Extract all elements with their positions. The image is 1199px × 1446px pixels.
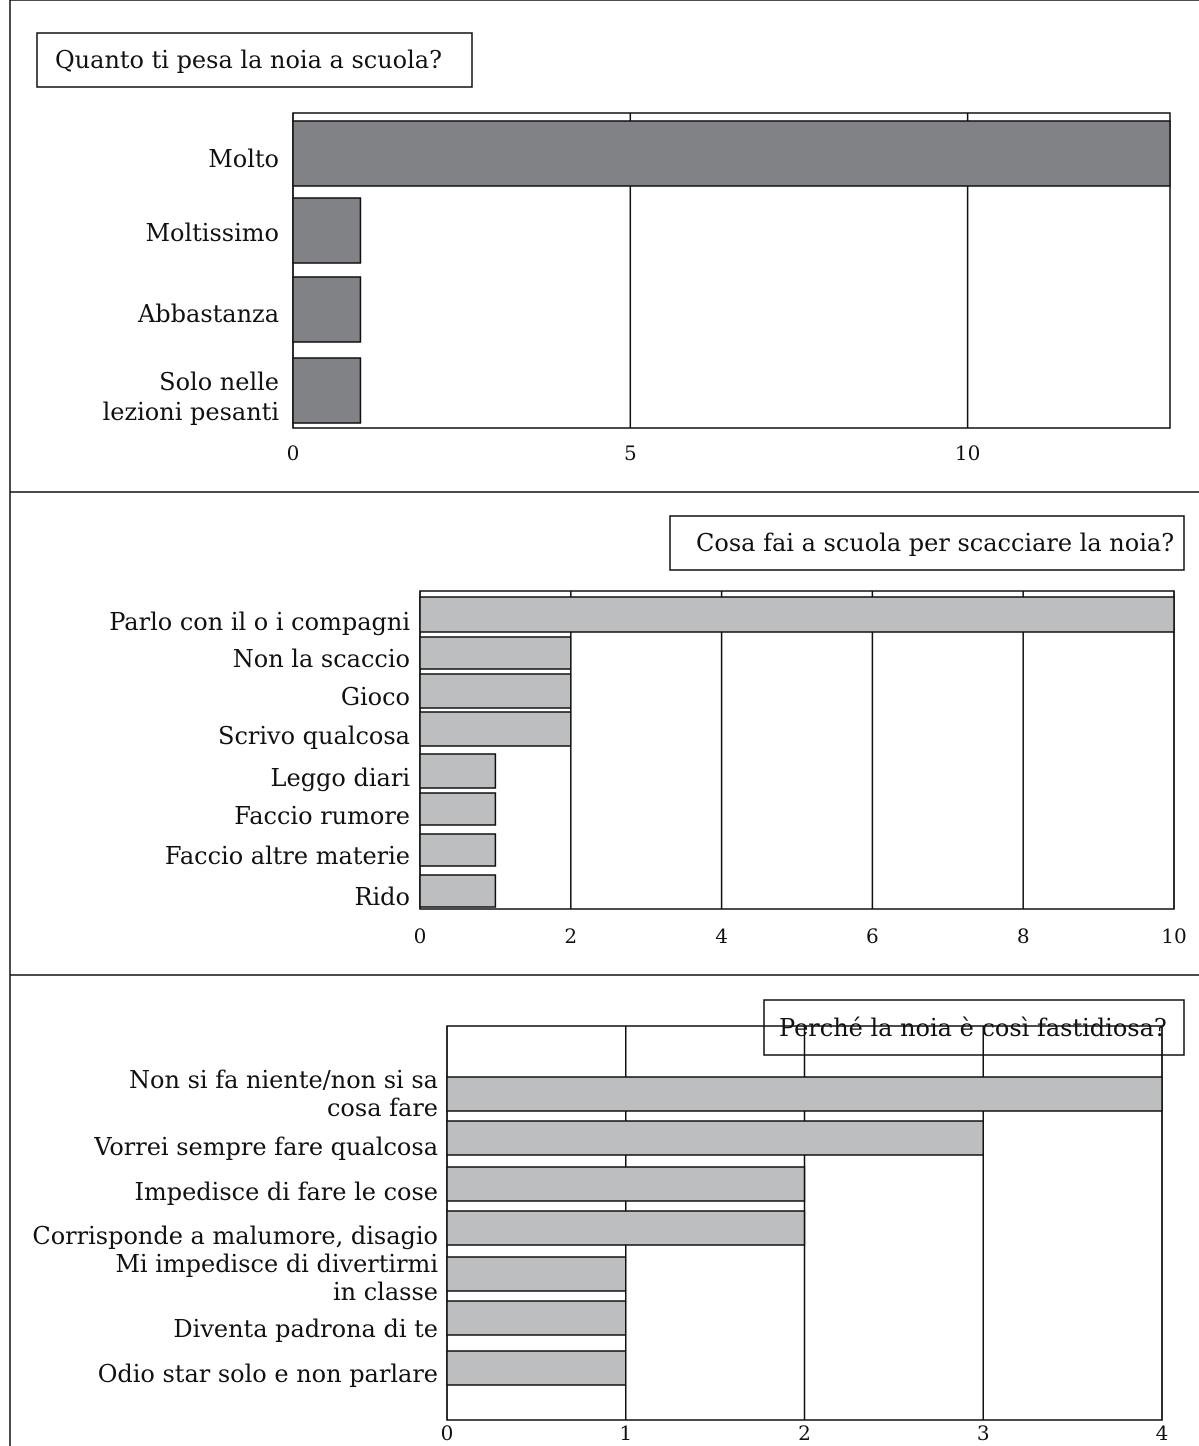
chart-title-box [763,999,1185,1056]
category-label: Faccio rumore [234,802,410,830]
bar [446,1350,627,1386]
category-label: Odio star solo e non parlare [98,1360,438,1388]
bar [419,833,497,867]
category-label: Non la scaccio [233,645,410,673]
x-tick-labels: 0 2 4 6 8 10 [414,924,1187,948]
bar [446,1210,806,1246]
bars [446,1076,1163,1386]
category-label: Impedisce di fare le cose [134,1178,438,1206]
category-labels: Non si fa niente/non si sa cosa fare Vorre… [32,1066,438,1388]
bar [292,357,362,424]
chart-panel-3: Perché la noia è così fastidiosa? Non si… [32,999,1185,1445]
bar [419,596,1175,633]
category-labels: Molto Moltissimo Abbastanza Solo nelle lezio… [103,145,280,426]
category-label: Moltissimo [145,219,279,247]
bar [292,276,362,343]
chart-title: Quanto ti pesa la noia a scuola? [55,46,442,74]
x-tick-label: 3 [977,1421,990,1445]
bar [419,792,497,826]
bars [419,596,1175,908]
x-tick-label: 8 [1017,924,1030,948]
x-tick-label: 10 [1161,924,1186,948]
bar [446,1076,1163,1112]
bar [419,636,572,670]
chart-panel-2: Cosa fai a scuola per scacciare la noia?… [109,515,1187,948]
category-labels: Parlo con il o i compagni Non la scaccio G… [109,608,410,911]
category-label: Leggo diari [271,764,411,792]
x-tick-label: 4 [1156,1421,1169,1445]
x-tick-label: 6 [866,924,879,948]
bars [292,120,1171,424]
x-tick-label: 0 [287,441,300,465]
category-label: Molto [208,145,279,173]
category-label: Faccio altre materie [165,842,410,870]
chart-title: Cosa fai a scuola per scacciare la noia? [696,529,1174,557]
category-label: Diventa padrona di te [173,1315,438,1343]
x-tick-label: 4 [715,924,728,948]
bar [419,753,497,789]
bar [292,120,1171,187]
category-label: Non si fa niente/non si sa cosa fare [129,1066,438,1122]
category-label: Corrisponde a malumore, disagio [32,1222,438,1250]
bar [419,874,497,908]
bar [446,1256,627,1292]
category-label: Parlo con il o i compagni [109,608,410,636]
x-tick-label: 1 [619,1421,632,1445]
x-tick-label: 0 [414,924,427,948]
category-label: Mi impedisce di divertirmi in classe [115,1250,438,1306]
bar [292,197,362,264]
chart-title: Perché la noia è così fastidiosa? [779,1014,1167,1042]
x-tick-labels: 0 5 10 [287,441,981,465]
x-tick-labels: 0 1 2 3 4 [441,1421,1169,1445]
chart-title-box [36,32,473,88]
x-tick-label: 0 [441,1421,454,1445]
category-label: Vorrei sempre fare qualcosa [93,1133,438,1161]
bar [446,1300,627,1336]
category-label: Solo nelle lezioni pesanti [103,368,280,426]
bar [419,673,572,709]
chart-title-box [669,515,1185,571]
category-label: Scrivo qualcosa [218,722,410,750]
bar [446,1166,806,1202]
page-frame [9,0,1199,1446]
x-tick-label: 2 [798,1421,811,1445]
x-tick-label: 2 [564,924,577,948]
category-label: Abbastanza [137,300,279,328]
bar [446,1120,984,1156]
chart-panel-1: Quanto ti pesa la noia a scuola? MoltoMo… [36,32,1171,465]
category-label: Gioco [341,683,410,711]
bar [419,711,572,747]
category-label: Rido [354,883,410,911]
x-tick-label: 10 [955,441,980,465]
x-tick-label: 5 [624,441,637,465]
